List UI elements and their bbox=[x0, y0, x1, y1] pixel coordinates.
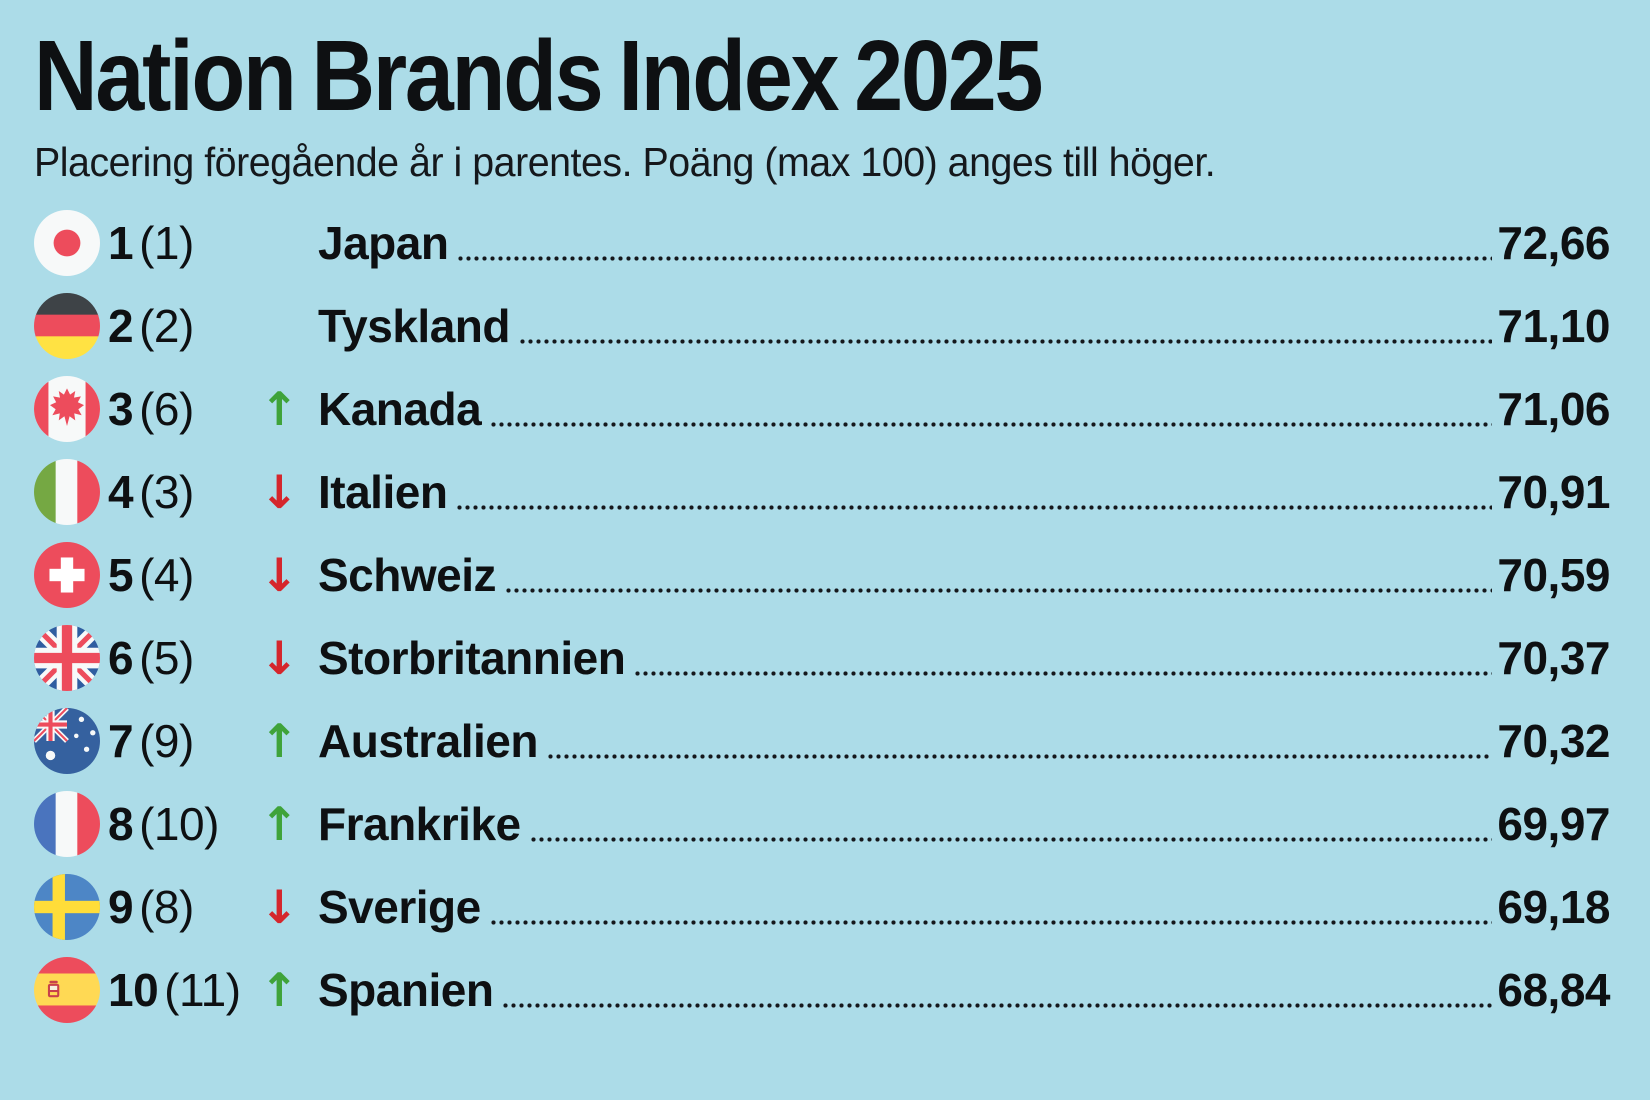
previous-rank: (3) bbox=[139, 465, 194, 518]
trend-up-icon: ↑ bbox=[260, 381, 299, 436]
japan-flag-icon bbox=[34, 209, 100, 276]
table-row: 5 (4) ↓ Schweiz 70,59 bbox=[34, 533, 1610, 616]
previous-rank: (1) bbox=[139, 216, 194, 269]
trend-down-icon: ↓ bbox=[260, 630, 299, 685]
infographic: Nation Brands Index 2025 Placering föreg… bbox=[34, 20, 1610, 1031]
table-row: 3 (6) ↑ Kanada 71,06 bbox=[34, 367, 1610, 450]
dotted-leader bbox=[458, 256, 1493, 262]
rank-cell: 2 (2) bbox=[108, 299, 260, 353]
previous-rank: (2) bbox=[139, 299, 194, 352]
dotted-leader bbox=[491, 422, 1493, 428]
rank-number: 1 bbox=[108, 216, 134, 269]
trend-down-icon: ↓ bbox=[260, 879, 299, 934]
previous-rank: (6) bbox=[139, 382, 194, 435]
uk-flag-icon bbox=[34, 624, 100, 691]
germany-flag-icon bbox=[34, 292, 100, 359]
trend-up-icon: ↑ bbox=[260, 962, 299, 1017]
france-flag-icon bbox=[34, 790, 100, 857]
rank-cell: 9 (8) bbox=[108, 880, 260, 934]
canada-flag-icon bbox=[34, 375, 100, 442]
dotted-leader bbox=[490, 920, 1493, 926]
country-name: Italien bbox=[318, 465, 448, 518]
rank-cell: 10 (11) bbox=[108, 963, 260, 1017]
previous-rank: (5) bbox=[139, 631, 194, 684]
dotted-leader bbox=[635, 671, 1493, 677]
switzerland-flag-icon bbox=[34, 541, 100, 608]
rank-cell: 6 (5) bbox=[108, 631, 260, 685]
rank-cell: 1 (1) bbox=[108, 216, 260, 270]
rank-number: 7 bbox=[108, 714, 134, 767]
table-row: 4 (3) ↓ Italien 70,91 bbox=[34, 450, 1610, 533]
table-row: 10 (11) ↑ Spanien 68,84 bbox=[34, 948, 1610, 1031]
score-value: 71,06 bbox=[1497, 382, 1610, 435]
previous-rank: (11) bbox=[164, 963, 241, 1016]
score-value: 68,84 bbox=[1497, 963, 1610, 1016]
rank-number: 4 bbox=[108, 465, 134, 518]
trend-up-icon: ↑ bbox=[260, 796, 299, 851]
score-value: 71,10 bbox=[1497, 299, 1610, 352]
country-name: Tyskland bbox=[318, 299, 511, 352]
country-name: Storbritannien bbox=[318, 631, 626, 684]
country-name: Australien bbox=[318, 714, 538, 767]
spain-flag-icon bbox=[34, 956, 100, 1023]
rank-cell: 3 (6) bbox=[108, 382, 260, 436]
previous-rank: (9) bbox=[139, 714, 194, 767]
trend-up-icon: ↑ bbox=[260, 713, 299, 768]
dotted-leader bbox=[520, 339, 1493, 345]
table-row: 6 (5) ↓ Storbritannien 70,37 bbox=[34, 616, 1610, 699]
dotted-leader bbox=[457, 505, 1493, 511]
trend-down-icon: ↓ bbox=[260, 547, 299, 602]
rank-number: 10 bbox=[108, 963, 159, 1016]
dotted-leader bbox=[503, 1003, 1493, 1009]
rank-number: 6 bbox=[108, 631, 134, 684]
score-value: 70,37 bbox=[1497, 631, 1610, 684]
previous-rank: (4) bbox=[139, 548, 194, 601]
rank-cell: 4 (3) bbox=[108, 465, 260, 519]
score-value: 72,66 bbox=[1497, 216, 1610, 269]
table-row: 8 (10) ↑ Frankrike 69,97 bbox=[34, 782, 1610, 865]
table-row: 7 (9) ↑ Australien 70,32 bbox=[34, 699, 1610, 782]
previous-rank: (8) bbox=[139, 880, 194, 933]
rank-cell: 7 (9) bbox=[108, 714, 260, 768]
country-name: Schweiz bbox=[318, 548, 497, 601]
dotted-leader bbox=[506, 588, 1493, 594]
score-value: 70,59 bbox=[1497, 548, 1610, 601]
rank-number: 9 bbox=[108, 880, 134, 933]
previous-rank: (10) bbox=[139, 797, 219, 850]
dotted-leader bbox=[530, 837, 1493, 843]
rank-cell: 8 (10) bbox=[108, 797, 260, 851]
score-value: 70,32 bbox=[1497, 714, 1610, 767]
rank-number: 2 bbox=[108, 299, 134, 352]
table-row: 2 (2) Tyskland 71,10 bbox=[34, 284, 1610, 367]
dotted-leader bbox=[547, 754, 1493, 760]
italy-flag-icon bbox=[34, 458, 100, 525]
rank-number: 8 bbox=[108, 797, 134, 850]
rank-number: 3 bbox=[108, 382, 134, 435]
score-value: 69,18 bbox=[1497, 880, 1610, 933]
table-row: 1 (1) Japan 72,66 bbox=[34, 201, 1610, 284]
country-name: Kanada bbox=[318, 382, 482, 435]
sweden-flag-icon bbox=[34, 873, 100, 940]
country-name: Sverige bbox=[318, 880, 481, 933]
trend-down-icon: ↓ bbox=[260, 464, 299, 519]
country-name: Japan bbox=[318, 216, 449, 269]
subtitle: Placering föregående år i parentes. Poän… bbox=[34, 139, 1216, 185]
australia-flag-icon bbox=[34, 707, 100, 774]
ranking-list: 1 (1) Japan 72,66 2 (2) Tyskland 71,10 3 (6… bbox=[34, 201, 1610, 1031]
table-row: 9 (8) ↓ Sverige 69,18 bbox=[34, 865, 1610, 948]
page-title: Nation Brands Index 2025 bbox=[34, 20, 1043, 132]
score-value: 69,97 bbox=[1497, 797, 1610, 850]
rank-number: 5 bbox=[108, 548, 134, 601]
country-name: Frankrike bbox=[318, 797, 521, 850]
score-value: 70,91 bbox=[1497, 465, 1610, 518]
rank-cell: 5 (4) bbox=[108, 548, 260, 602]
country-name: Spanien bbox=[318, 963, 494, 1016]
